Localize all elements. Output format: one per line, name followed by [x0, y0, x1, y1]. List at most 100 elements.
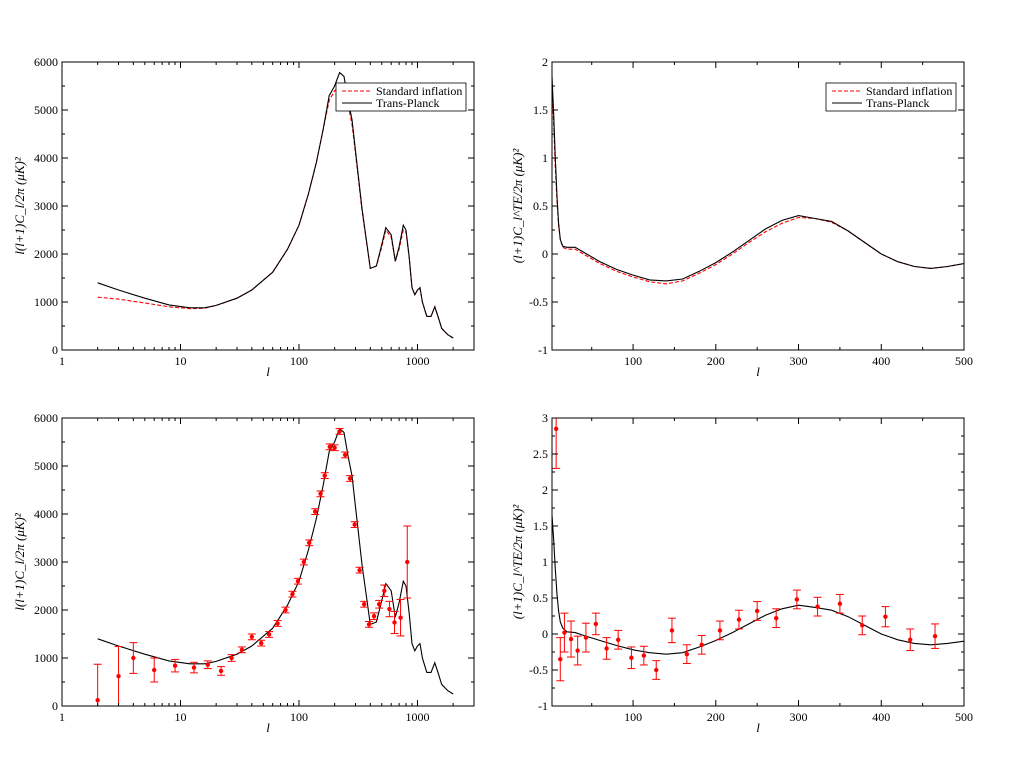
data-point: [669, 628, 675, 633]
legend-label-trans-planck: Trans-Planck: [866, 96, 930, 110]
x-tick-label: 500: [955, 710, 973, 724]
data-point: [239, 647, 245, 653]
y-tick-label: 2: [542, 483, 548, 497]
series-line-trans-planck: [552, 515, 964, 655]
data-point: [205, 662, 210, 667]
plot-frame: [551, 417, 965, 707]
data-point: [575, 648, 580, 653]
data-point: [615, 637, 621, 642]
y-tick-label: 5000: [34, 103, 58, 117]
data-point: [366, 622, 372, 627]
data-point: [249, 634, 255, 640]
data-point: [684, 651, 690, 657]
data-point: [837, 601, 843, 606]
y-tick-label: 3: [542, 411, 548, 425]
y-tick-label: -1: [538, 343, 548, 357]
y-tick-label: 5000: [34, 459, 58, 473]
data-point: [405, 559, 410, 565]
y-tick-label: 2: [542, 55, 548, 69]
data-point: [152, 667, 157, 673]
tt-theory-panel: 1 10 100 1000 0 1000 2000 3000 4000 5000 6000 l l(…: [12, 55, 475, 379]
data-point: [172, 663, 178, 668]
data-point: [95, 698, 100, 703]
x-tick-label: 300: [790, 354, 808, 368]
series-line-trans-planck: [97, 427, 454, 695]
x-tick-label: 100: [624, 354, 642, 368]
y-tick-label: 2000: [34, 247, 58, 261]
data-point: [371, 614, 377, 619]
data-point: [562, 630, 567, 635]
series-line-trans-planck: [97, 71, 454, 339]
data-point: [332, 445, 337, 450]
data-point: [290, 591, 295, 597]
y-tick-label: 2000: [34, 603, 58, 617]
x-tick-label: 200: [707, 354, 725, 368]
data-point: [218, 668, 224, 674]
x-axis-label: l: [756, 720, 760, 735]
data-point: [568, 636, 574, 642]
y-tick-label: 2.5: [533, 447, 548, 461]
x-tick-label: 1: [59, 354, 65, 368]
series-line-standard-inflation: [552, 85, 964, 285]
y-tick-label: -0.5: [529, 295, 548, 309]
data-point: [860, 623, 865, 628]
data-point: [229, 655, 234, 661]
y-tick-label: 0.5: [533, 199, 548, 213]
y-tick-label: 0: [52, 343, 58, 357]
legend-label-standard-inflation: Standard inflation: [376, 84, 462, 98]
y-tick-label: -0.5: [529, 663, 548, 677]
tt-data-panel: 1 10 100 1000 0 1000 2000 3000 4000 5000 6000 l l(…: [12, 411, 475, 735]
y-tick-label: 1.5: [533, 519, 548, 533]
data-point: [337, 429, 342, 434]
y-axis-label: l(l+1)C_l/2π (μK)²: [12, 156, 27, 255]
data-point: [387, 606, 392, 612]
y-tick-label: 1: [542, 555, 548, 569]
data-point: [322, 473, 327, 478]
data-point: [593, 621, 599, 627]
series-line-trans-planck: [552, 76, 964, 282]
data-point: [259, 640, 264, 646]
y-tick-label: 1.5: [533, 103, 548, 117]
data-point: [774, 615, 779, 621]
legend: Standard inflation Trans-Planck: [825, 82, 957, 112]
te-data-panel: 100 200 300 400 500 -1 -0.5 0 0.5 1 1.5 2 2.5 3 l (l+…: [510, 411, 973, 735]
data-point: [327, 444, 332, 449]
data-point: [908, 637, 913, 642]
legend-label-trans-planck: Trans-Planck: [376, 96, 440, 110]
y-tick-label: 3000: [34, 555, 58, 569]
data-point: [641, 653, 647, 658]
y-axis-label: l(l+1)C_l/2π (μK)²: [12, 512, 27, 611]
x-tick-label: 400: [872, 710, 890, 724]
data-point: [191, 665, 197, 670]
x-tick-label: 10: [174, 354, 186, 368]
data-point: [275, 621, 280, 626]
data-point: [361, 602, 367, 607]
x-axis-label: l: [266, 364, 270, 379]
data-point: [654, 667, 659, 673]
legend: Standard inflation Trans-Planck: [335, 82, 467, 112]
y-tick-label: 0: [52, 699, 58, 713]
y-tick-label: 4000: [34, 507, 58, 521]
data-point: [717, 628, 723, 633]
x-tick-label: 100: [624, 710, 642, 724]
data-point: [376, 602, 382, 607]
legend-label-standard-inflation: Standard inflation: [866, 84, 952, 98]
plot-frame: [61, 417, 475, 707]
legend-box: [335, 82, 467, 112]
x-tick-label: 100: [290, 710, 308, 724]
x-axis-label: l: [266, 720, 270, 735]
data-point: [629, 655, 634, 660]
y-tick-label: 6000: [34, 411, 58, 425]
data-point: [318, 491, 323, 497]
y-tick-label: 3000: [34, 199, 58, 213]
data-point: [794, 597, 800, 602]
data-point: [266, 632, 272, 637]
data-point: [398, 615, 403, 620]
data-point: [754, 608, 760, 614]
y-tick-label: 6000: [34, 55, 58, 69]
legend-box: [825, 82, 957, 112]
x-tick-label: 400: [872, 354, 890, 368]
x-tick-label: 1: [59, 710, 65, 724]
x-tick-label: 300: [790, 710, 808, 724]
y-axis-label: (l+1)C_l^TE/2π (μK)²: [510, 504, 525, 620]
